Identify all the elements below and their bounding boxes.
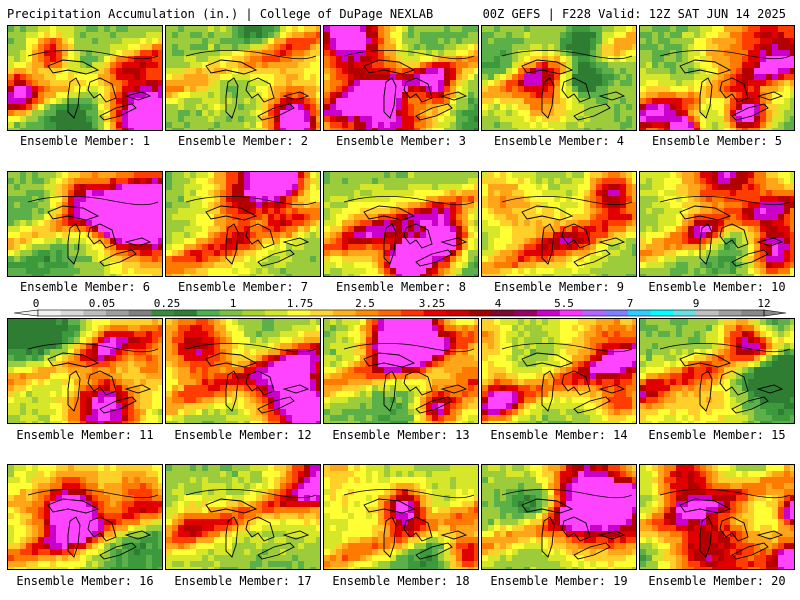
colorbar-swatch xyxy=(673,310,697,316)
ensemble-label-19: Ensemble Member: 19 xyxy=(490,574,628,588)
colorbar-tick-label: 0 xyxy=(33,297,40,310)
run-info: 00Z GEFS | F228 Valid: 12Z SAT JUN 14 20… xyxy=(482,7,786,21)
colorbar-swatch xyxy=(537,310,561,316)
colorbar-tick-label: 1.75 xyxy=(287,297,314,310)
colorbar-swatch xyxy=(310,310,334,316)
colorbar-swatch xyxy=(332,310,356,316)
ensemble-label-14: Ensemble Member: 14 xyxy=(490,428,628,442)
colorbar-tick-label: 3.25 xyxy=(419,297,446,310)
ensemble-label-8: Ensemble Member: 8 xyxy=(335,280,467,294)
ensemble-label-20: Ensemble Member: 20 xyxy=(648,574,786,588)
colorbar-swatch xyxy=(83,310,107,316)
colorbar-tick-label: 4 xyxy=(495,297,502,310)
ensemble-map-18 xyxy=(323,464,479,570)
ensemble-map-9 xyxy=(481,171,637,277)
ensemble-map-3 xyxy=(323,25,479,131)
colorbar-swatch xyxy=(38,310,61,316)
ensemble-map-14 xyxy=(481,318,637,424)
colorbar-tick-label: 9 xyxy=(693,297,700,310)
colorbar-max-arrow xyxy=(763,309,787,317)
colorbar-swatch xyxy=(401,310,424,316)
ensemble-label-3: Ensemble Member: 3 xyxy=(335,134,467,148)
colorbar-tick-label: 1 xyxy=(230,297,237,310)
ensemble-map-1 xyxy=(7,25,163,131)
ensemble-label-1: Ensemble Member: 1 xyxy=(19,134,151,148)
ensemble-label-10: Ensemble Member: 10 xyxy=(648,280,786,294)
ensemble-label-12: Ensemble Member: 12 xyxy=(174,428,312,442)
colorbar-swatch xyxy=(60,310,84,316)
ensemble-map-11 xyxy=(7,318,163,424)
ensemble-map-20 xyxy=(639,464,795,570)
ensemble-label-7: Ensemble Member: 7 xyxy=(177,280,309,294)
colorbar-swatch xyxy=(627,310,651,316)
colorbar-min-arrow xyxy=(13,309,39,317)
colorbar-swatch xyxy=(446,310,470,316)
colorbar-swatch xyxy=(491,310,515,316)
colorbar-swatch xyxy=(695,310,719,316)
ensemble-map-7 xyxy=(165,171,321,277)
ensemble-map-4 xyxy=(481,25,637,131)
ensemble-map-10 xyxy=(639,171,795,277)
colorbar-swatch xyxy=(582,310,606,316)
ensemble-map-17 xyxy=(165,464,321,570)
ensemble-label-6: Ensemble Member: 6 xyxy=(19,280,151,294)
ensemble-label-9: Ensemble Member: 9 xyxy=(493,280,625,294)
colorbar-swatch xyxy=(106,310,130,316)
ensemble-map-8 xyxy=(323,171,479,277)
ensemble-label-2: Ensemble Member: 2 xyxy=(177,134,309,148)
ensemble-map-12 xyxy=(165,318,321,424)
colorbar-tick-label: 7 xyxy=(627,297,634,310)
colorbar-swatch xyxy=(378,310,402,316)
ensemble-label-5: Ensemble Member: 5 xyxy=(651,134,783,148)
colorbar-swatch xyxy=(559,310,583,316)
colorbar-swatch xyxy=(514,310,538,316)
colorbar-swatch xyxy=(650,310,674,316)
colorbar-swatch xyxy=(605,310,629,316)
colorbar-swatch xyxy=(741,310,765,316)
colorbar-tick-label: 2.5 xyxy=(355,297,375,310)
ensemble-label-16: Ensemble Member: 16 xyxy=(16,574,154,588)
ensemble-map-19 xyxy=(481,464,637,570)
colorbar-tick-label: 0.05 xyxy=(89,297,116,310)
colorbar-swatch xyxy=(264,310,288,316)
ensemble-map-15 xyxy=(639,318,795,424)
ensemble-label-17: Ensemble Member: 17 xyxy=(174,574,312,588)
ensemble-map-13 xyxy=(323,318,479,424)
colorbar-swatch xyxy=(355,310,379,316)
ensemble-label-18: Ensemble Member: 18 xyxy=(332,574,470,588)
ensemble-label-13: Ensemble Member: 13 xyxy=(332,428,470,442)
colorbar-tick-label: 0.25 xyxy=(154,297,181,310)
colorbar-swatch xyxy=(128,310,152,316)
colorbar-swatch xyxy=(423,310,447,316)
colorbar-swatch xyxy=(219,310,243,316)
ensemble-label-15: Ensemble Member: 15 xyxy=(648,428,786,442)
colorbar-tick-label: 12 xyxy=(757,297,770,310)
ensemble-label-4: Ensemble Member: 4 xyxy=(493,134,625,148)
ensemble-map-16 xyxy=(7,464,163,570)
ensemble-map-6 xyxy=(7,171,163,277)
colorbar: 0 0.05 0.25 1 1.75 2.5 3.25 4 5.5 7 9 12 xyxy=(13,297,787,317)
map-title: Precipitation Accumulation (in.) | Colle… xyxy=(7,7,434,21)
ensemble-map-2 xyxy=(165,25,321,131)
colorbar-swatch xyxy=(469,310,493,316)
colorbar-swatch xyxy=(174,310,198,316)
colorbar-swatch xyxy=(196,310,220,316)
ensemble-map-5 xyxy=(639,25,795,131)
colorbar-tick-label: 5.5 xyxy=(554,297,574,310)
colorbar-swatch xyxy=(242,310,266,316)
ensemble-label-11: Ensemble Member: 11 xyxy=(16,428,154,442)
colorbar-swatch xyxy=(287,310,311,316)
colorbar-swatch xyxy=(151,310,175,316)
colorbar-swatch xyxy=(718,310,742,316)
